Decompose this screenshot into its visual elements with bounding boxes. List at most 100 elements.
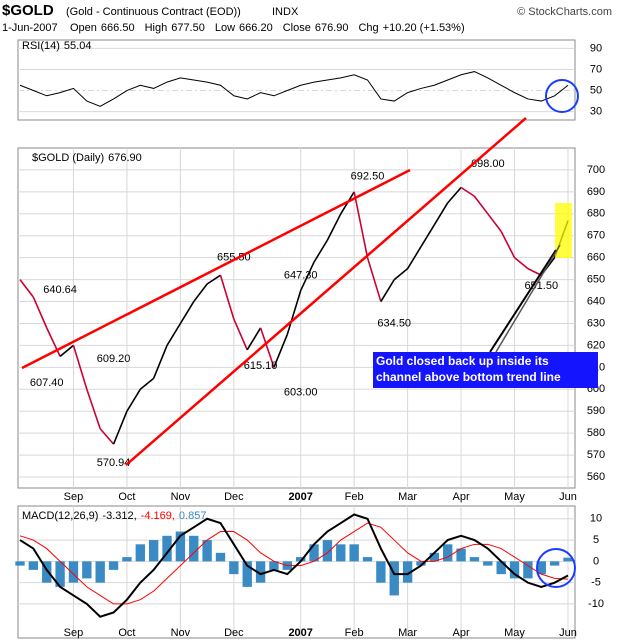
price-last: 676.90 bbox=[108, 152, 142, 164]
title: $GOLD bbox=[2, 2, 54, 19]
histogram-bar bbox=[215, 552, 226, 562]
y-tick-label: -5 bbox=[591, 577, 601, 589]
histogram-bar bbox=[82, 561, 92, 579]
y-tick-label: 700 bbox=[587, 164, 605, 176]
price-annotation: 647.30 bbox=[284, 269, 318, 281]
price-segment bbox=[86, 389, 101, 430]
y-tick-label: 10 bbox=[590, 513, 602, 525]
y-tick-label: -10 bbox=[588, 598, 604, 610]
histogram-bar bbox=[549, 561, 560, 566]
histogram-bar bbox=[255, 561, 266, 583]
y-tick-label: 680 bbox=[587, 208, 605, 220]
y-tick-label: 30 bbox=[590, 105, 602, 117]
rsi-line bbox=[19, 71, 569, 107]
x-tick-label: May bbox=[504, 491, 525, 503]
price-name: $GOLD (Daily) bbox=[32, 152, 104, 164]
price-segment bbox=[233, 318, 248, 351]
rsi-name: RSI(14) bbox=[22, 40, 60, 52]
price-segment bbox=[527, 267, 542, 276]
price-annotation: 615.10 bbox=[244, 360, 278, 372]
macd-value: -3.312, bbox=[102, 510, 136, 522]
histogram-bar bbox=[536, 561, 546, 575]
callout-box bbox=[373, 352, 598, 388]
quote-field-name: Chg bbox=[358, 22, 378, 34]
lower-trend-line bbox=[125, 117, 527, 466]
quote-field-value: 666.20 bbox=[239, 22, 273, 34]
y-tick-label: 650 bbox=[587, 274, 605, 286]
price-segment bbox=[433, 202, 449, 226]
histogram-bar bbox=[108, 561, 119, 570]
price-segment bbox=[313, 239, 329, 263]
price-segment bbox=[219, 274, 235, 320]
price-segment bbox=[126, 388, 141, 412]
price-segment bbox=[179, 301, 195, 324]
x-tick-label: Oct bbox=[118, 491, 135, 503]
price-segment bbox=[500, 230, 516, 259]
price-segment bbox=[447, 186, 462, 204]
histogram-bar bbox=[122, 557, 132, 562]
price-segment bbox=[366, 257, 382, 302]
price-segment bbox=[326, 213, 342, 241]
price-annotation: 607.40 bbox=[30, 377, 64, 389]
rsi-circle bbox=[545, 79, 579, 113]
histogram-bar bbox=[269, 561, 279, 570]
price-annotation: 603.00 bbox=[284, 387, 318, 399]
price-segment bbox=[286, 290, 302, 335]
arrow bbox=[489, 249, 557, 353]
price-segment bbox=[487, 213, 502, 232]
histogram-bar bbox=[322, 540, 333, 562]
quote-field-value: +10.20 (+1.53%) bbox=[383, 22, 465, 34]
quote-field-name: High bbox=[145, 22, 168, 34]
macd-line bbox=[19, 513, 569, 618]
y-tick-label: 70 bbox=[590, 63, 602, 75]
price-segment bbox=[380, 279, 395, 302]
histogram-bar bbox=[28, 561, 39, 570]
y-tick-label: 50 bbox=[590, 84, 602, 96]
x-tick-label: Feb bbox=[345, 627, 364, 639]
price-annotation: 698.00 bbox=[471, 158, 505, 170]
x-tick-label: Nov bbox=[171, 491, 191, 503]
price-segment bbox=[99, 428, 115, 445]
x-tick-label: Jun bbox=[559, 491, 577, 503]
histogram-bar bbox=[336, 544, 346, 562]
histogram-bar bbox=[189, 535, 199, 562]
x-tick-label: Sep bbox=[64, 627, 84, 639]
histogram-bar bbox=[175, 531, 186, 562]
y-tick-label: 5 bbox=[593, 534, 599, 546]
histogram-bar bbox=[362, 557, 373, 562]
histogram-bar bbox=[469, 557, 480, 562]
plots: 3050709056057058059060061062063064065066… bbox=[15, 40, 605, 639]
price-segment bbox=[72, 345, 88, 390]
price-annotation: 692.50 bbox=[351, 170, 385, 182]
histogram-bar bbox=[135, 544, 145, 562]
highlight bbox=[555, 203, 572, 258]
price-segment bbox=[139, 377, 155, 390]
y-tick-label: 660 bbox=[587, 252, 605, 264]
histogram-bar bbox=[202, 540, 212, 562]
price-segment bbox=[246, 327, 262, 351]
histogram-bar bbox=[509, 561, 520, 579]
credit: © StockCharts.com bbox=[517, 6, 612, 18]
signal-line bbox=[19, 522, 569, 605]
price-segment bbox=[259, 327, 275, 368]
histogram-bar bbox=[148, 540, 159, 562]
histogram-bar bbox=[429, 552, 440, 562]
callout: Gold closed back up inside its channel a… bbox=[376, 354, 561, 384]
arrow bbox=[495, 244, 561, 353]
quote: Open 666.50 High 677.50 Low 666.20 Close 676.90… bbox=[70, 22, 465, 34]
x-tick-label: Feb bbox=[345, 491, 364, 503]
price-annotation: 609.20 bbox=[97, 353, 131, 365]
histogram-bar bbox=[162, 535, 172, 562]
histogram-bar bbox=[496, 561, 506, 575]
y-tick-label: 630 bbox=[587, 317, 605, 329]
quote-field-name: Low bbox=[215, 22, 235, 34]
x-tick-label: 2007 bbox=[288, 491, 312, 503]
macd-name: MACD(12,26,9) bbox=[22, 510, 98, 522]
histogram-bar bbox=[15, 561, 25, 566]
x-tick-label: Apr bbox=[453, 627, 470, 639]
y-tick-label: 560 bbox=[587, 471, 605, 483]
price-segment bbox=[46, 327, 61, 357]
price-segment bbox=[273, 334, 289, 368]
x-tick-label: May bbox=[504, 627, 525, 639]
quote-field-value: 677.50 bbox=[171, 22, 205, 34]
